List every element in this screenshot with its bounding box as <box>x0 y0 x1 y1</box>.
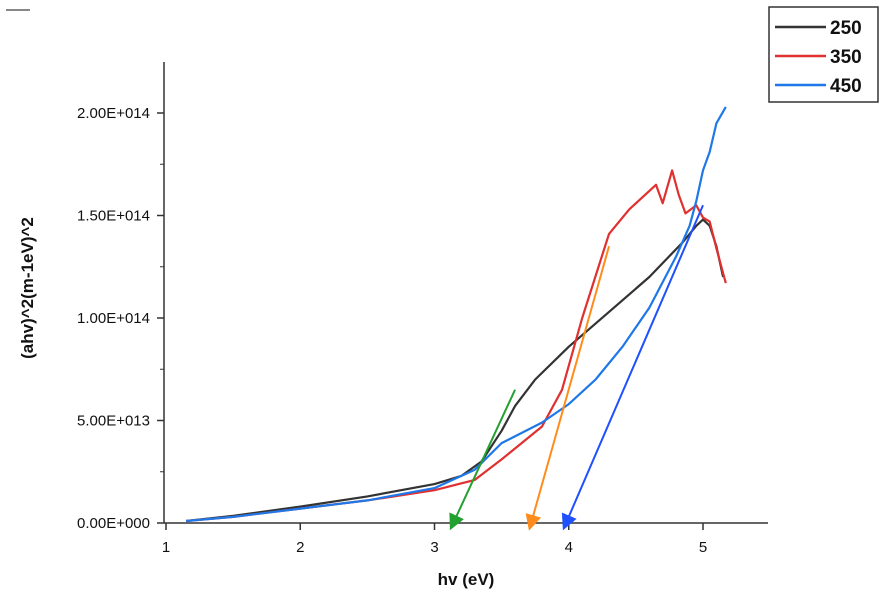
y-tick-label: 1.50E+014 <box>77 208 150 225</box>
legend-label-450: 450 <box>830 76 862 97</box>
x-tick-label: 4 <box>565 539 573 556</box>
y-axis-title: (ahv)^2(m-1eV)^2 <box>18 217 37 359</box>
tangent-line-1 <box>449 389 516 531</box>
series-line-250 <box>185 218 725 523</box>
x-tick-label: 2 <box>296 539 304 556</box>
x-axis-title: hv (eV) <box>438 570 495 589</box>
y-axis-ticks: 0.00E+000 5.00E+013 1.00E+014 1.50E+014 2.00… <box>77 105 164 532</box>
x-tick-label: 3 <box>430 539 438 556</box>
tangent-line-2 <box>525 245 610 531</box>
series-layer <box>185 106 727 523</box>
tangent-line-3 <box>561 204 704 531</box>
y-tick-label: 1.00E+014 <box>77 310 150 327</box>
legend-label-250: 250 <box>830 18 862 39</box>
series-line-450 <box>186 106 727 523</box>
x-tick-label: 1 <box>162 539 170 556</box>
legend-label-350: 350 <box>830 47 862 68</box>
x-axis-ticks: 1 2 3 4 5 <box>162 523 707 556</box>
legend: 250 350 450 <box>768 6 879 103</box>
x-tick-label: 5 <box>699 539 707 556</box>
series-line-350 <box>186 169 727 523</box>
tangent-layer <box>449 204 704 531</box>
y-tick-label: 5.00E+013 <box>77 413 150 430</box>
y-tick-label: 0.00E+000 <box>77 515 150 532</box>
y-tick-label: 2.00E+014 <box>77 105 150 122</box>
